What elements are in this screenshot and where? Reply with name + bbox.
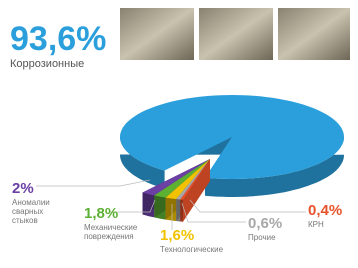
category-label: Аномалии сварных стыков	[12, 198, 60, 226]
value-label: 93,6%	[10, 22, 106, 56]
value-label: 0,6%	[248, 216, 282, 231]
photo	[120, 8, 194, 60]
photo	[199, 8, 273, 60]
value-label: 1,8%	[84, 206, 144, 221]
category-label: Прочие	[248, 233, 282, 242]
label: 1,8% Механические повреждения	[84, 206, 144, 241]
label: 93,6% Коррозионные	[10, 22, 106, 71]
photo	[278, 8, 350, 60]
label: 1,6% Технологические	[160, 228, 223, 254]
category-label: Коррозионные	[10, 58, 106, 71]
value-label: 2%	[12, 181, 60, 196]
slice	[120, 95, 344, 179]
label: 0,6% Прочие	[248, 216, 282, 242]
category-label: КРН	[308, 220, 342, 229]
value-label: 0,4%	[308, 203, 342, 218]
label: 2% Аномалии сварных стыков	[12, 181, 60, 226]
value-label: 1,6%	[160, 228, 223, 243]
infographic: 93,6% Коррозионные 2% Аномалии сварных с…	[0, 0, 358, 268]
category-label: Механические повреждения	[84, 223, 144, 241]
label: 0,4% КРН	[308, 203, 342, 229]
category-label: Технологические	[160, 245, 223, 254]
